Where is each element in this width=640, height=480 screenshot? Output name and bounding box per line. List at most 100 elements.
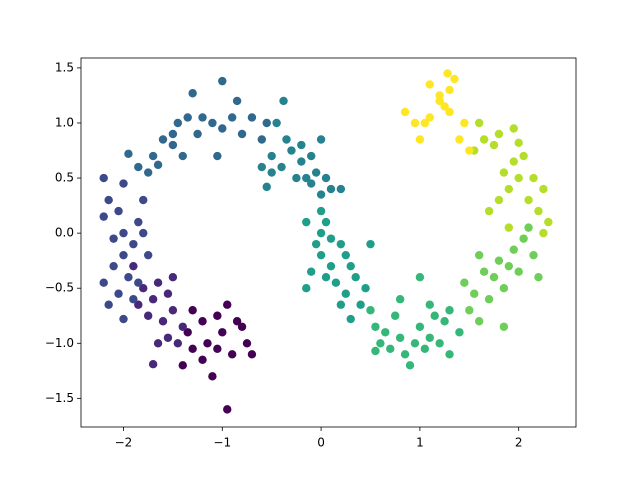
point (504, 261, 514, 271)
point (218, 124, 227, 133)
point (336, 239, 346, 249)
point (504, 184, 514, 194)
point (474, 250, 484, 260)
point (415, 272, 425, 282)
point (119, 228, 128, 238)
y-tick-label: 1.5 (55, 60, 74, 74)
point (450, 74, 459, 84)
point (148, 360, 158, 369)
y-tick-label: 0.5 (55, 171, 74, 185)
point (287, 146, 296, 155)
point (321, 173, 331, 183)
point (400, 350, 410, 359)
y-tick-label: −1.0 (45, 336, 74, 350)
x-tick-label: −1 (213, 436, 231, 450)
point (366, 306, 375, 315)
point (218, 328, 227, 337)
point (326, 184, 336, 194)
point (336, 300, 346, 309)
point (218, 76, 227, 86)
point (443, 69, 452, 78)
point (139, 228, 148, 238)
point (351, 272, 360, 282)
point (163, 289, 173, 298)
point (153, 278, 163, 287)
point (282, 135, 291, 144)
y-tick-label: −0.5 (45, 281, 74, 295)
point (494, 195, 504, 205)
point (272, 118, 281, 128)
point (311, 239, 321, 249)
point (386, 344, 395, 353)
point (465, 306, 474, 315)
point (232, 317, 242, 326)
point (425, 300, 434, 309)
point (262, 182, 271, 192)
point (129, 239, 138, 249)
point (163, 333, 173, 342)
point (198, 113, 207, 122)
point (499, 284, 509, 293)
point (277, 162, 286, 172)
point (143, 311, 153, 320)
point (302, 173, 311, 183)
point (134, 278, 143, 287)
point (134, 162, 143, 172)
point (519, 151, 528, 161)
point (168, 272, 178, 282)
point (213, 311, 222, 320)
point (193, 129, 202, 139)
point (410, 118, 420, 128)
point (311, 168, 321, 177)
point (119, 250, 128, 260)
point (208, 372, 217, 381)
point (316, 190, 326, 199)
point (356, 300, 365, 309)
point (307, 267, 316, 276)
point (134, 217, 143, 227)
point (440, 102, 449, 111)
point (410, 339, 420, 348)
point (381, 328, 390, 337)
point (237, 322, 247, 331)
point (445, 306, 454, 315)
point (99, 278, 108, 287)
point (470, 289, 479, 298)
point (415, 135, 425, 144)
point (173, 118, 183, 128)
point (390, 311, 400, 320)
point (395, 295, 405, 304)
point (148, 151, 158, 161)
points (99, 69, 553, 414)
point (124, 272, 133, 282)
point (321, 217, 331, 227)
point (119, 179, 128, 188)
point (465, 146, 474, 155)
point (519, 234, 528, 243)
point (455, 135, 464, 144)
point (455, 328, 464, 337)
point (158, 135, 168, 144)
point (504, 223, 514, 232)
point (420, 344, 430, 353)
point (376, 339, 385, 348)
point (279, 96, 288, 106)
point (460, 118, 469, 128)
point (524, 223, 533, 232)
point (223, 405, 232, 414)
point (499, 168, 509, 177)
point (242, 339, 252, 348)
point (420, 118, 430, 128)
point (489, 272, 499, 282)
point (247, 113, 257, 122)
point (104, 300, 113, 309)
point (361, 284, 370, 293)
point (494, 129, 504, 139)
point (484, 295, 494, 304)
point (341, 289, 350, 298)
point (479, 135, 489, 144)
point (534, 206, 543, 216)
point (109, 261, 118, 271)
